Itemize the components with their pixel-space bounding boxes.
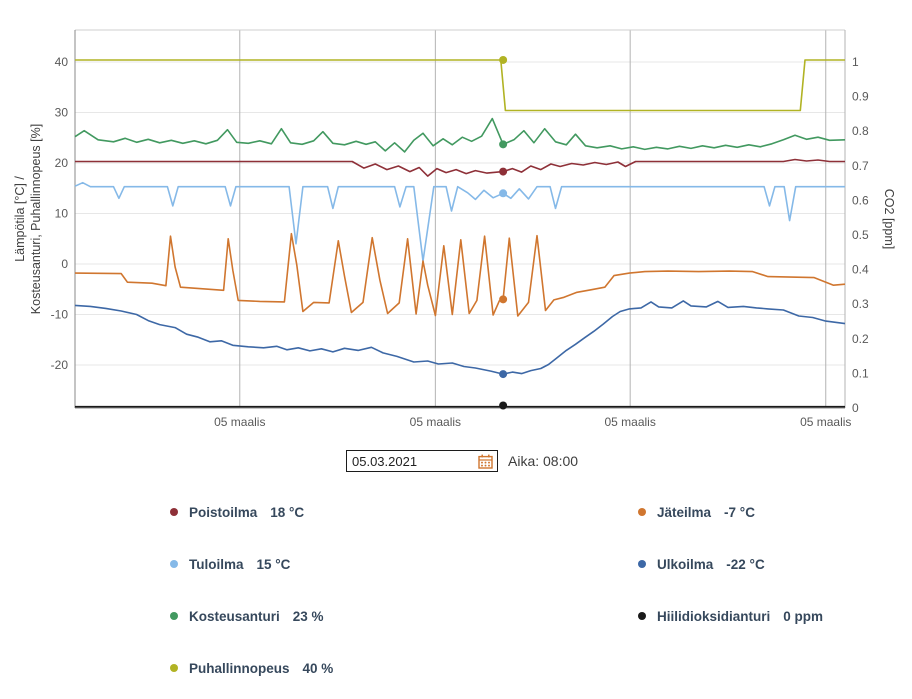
kosteusanturi-series-dot-icon (170, 612, 178, 620)
legend-value: 23 % (292, 608, 324, 624)
hiilidioksidianturi-series-dot-icon (638, 612, 646, 620)
svg-text:10: 10 (55, 207, 69, 221)
puhallinnopeus-series-dot-icon (170, 664, 178, 672)
legend-label: Tuloilma (189, 556, 244, 572)
chart-legend: Poistoilma 18 °C Jäteilma -7 °C Tuloilma… (170, 502, 890, 678)
svg-text:0: 0 (852, 401, 859, 415)
svg-text:20: 20 (55, 156, 69, 170)
legend-item-tuloilma[interactable]: Tuloilma 15 °C (170, 554, 638, 574)
legend-label: Poistoilma (189, 504, 258, 520)
legend-value: -22 °C (726, 556, 765, 572)
date-input[interactable] (352, 453, 462, 469)
svg-text:0.1: 0.1 (852, 366, 869, 380)
svg-text:0.6: 0.6 (852, 193, 869, 207)
svg-text:05 maalis: 05 maalis (800, 415, 851, 429)
legend-label: Puhallinnopeus (189, 660, 290, 676)
svg-text:0.7: 0.7 (852, 159, 869, 173)
svg-text:05 maalis: 05 maalis (410, 415, 461, 429)
svg-text:0.5: 0.5 (852, 228, 869, 242)
legend-value: 0 ppm (783, 608, 824, 624)
legend-item-poistoilma[interactable]: Poistoilma 18 °C (170, 502, 638, 522)
poistoilma-series-dot-icon (170, 508, 178, 516)
chart-canvas[interactable]: 40 30 20 10 0 -10 -20 1 0.9 0.8 0.7 0.6 0.5 0.4 0.3 0.2… (0, 0, 912, 434)
time-label: Aika: 08:00 (508, 453, 579, 469)
datetime-controls: Aika: 08:00 (346, 450, 578, 472)
legend-item-kosteusanturi[interactable]: Kosteusanturi 23 % (170, 606, 638, 626)
legend-value: 40 % (302, 660, 334, 676)
legend-value: -7 °C (724, 504, 755, 520)
jateilma-series-dot-icon (638, 508, 646, 516)
ulkoilma-series-dot-icon (638, 560, 646, 568)
legend-item-puhallinnopeus[interactable]: Puhallinnopeus 40 % (170, 658, 638, 678)
legend-label: Hiilidioksidianturi (657, 608, 771, 624)
legend-item-ulkoilma[interactable]: Ulkoilma -22 °C (638, 554, 890, 574)
calendar-icon[interactable] (478, 454, 493, 469)
legend-label: Jäteilma (657, 504, 712, 520)
legend-label: Kosteusanturi (189, 608, 280, 624)
svg-text:30: 30 (55, 106, 69, 120)
svg-text:0.8: 0.8 (852, 124, 869, 138)
tuloilma-series-dot-icon (170, 560, 178, 568)
legend-value: 18 °C (270, 504, 305, 520)
svg-text:0.2: 0.2 (852, 332, 869, 346)
svg-text:0.4: 0.4 (852, 263, 869, 277)
legend-label: Ulkoilma (657, 556, 714, 572)
svg-text:40: 40 (55, 55, 69, 69)
date-input-wrapper[interactable] (346, 450, 498, 472)
svg-text:1: 1 (852, 55, 859, 69)
legend-item-hiilidioksidianturi[interactable]: Hiilidioksidianturi 0 ppm (638, 606, 890, 626)
svg-text:05 maalis: 05 maalis (214, 415, 265, 429)
legend-value: 15 °C (256, 556, 291, 572)
svg-text:0.9: 0.9 (852, 90, 869, 104)
svg-text:0: 0 (61, 257, 68, 271)
svg-text:-20: -20 (51, 358, 69, 372)
svg-text:05 maalis: 05 maalis (604, 415, 655, 429)
svg-text:-10: -10 (51, 308, 69, 322)
legend-item-jateilma[interactable]: Jäteilma -7 °C (638, 502, 890, 522)
svg-text:0.3: 0.3 (852, 297, 869, 311)
